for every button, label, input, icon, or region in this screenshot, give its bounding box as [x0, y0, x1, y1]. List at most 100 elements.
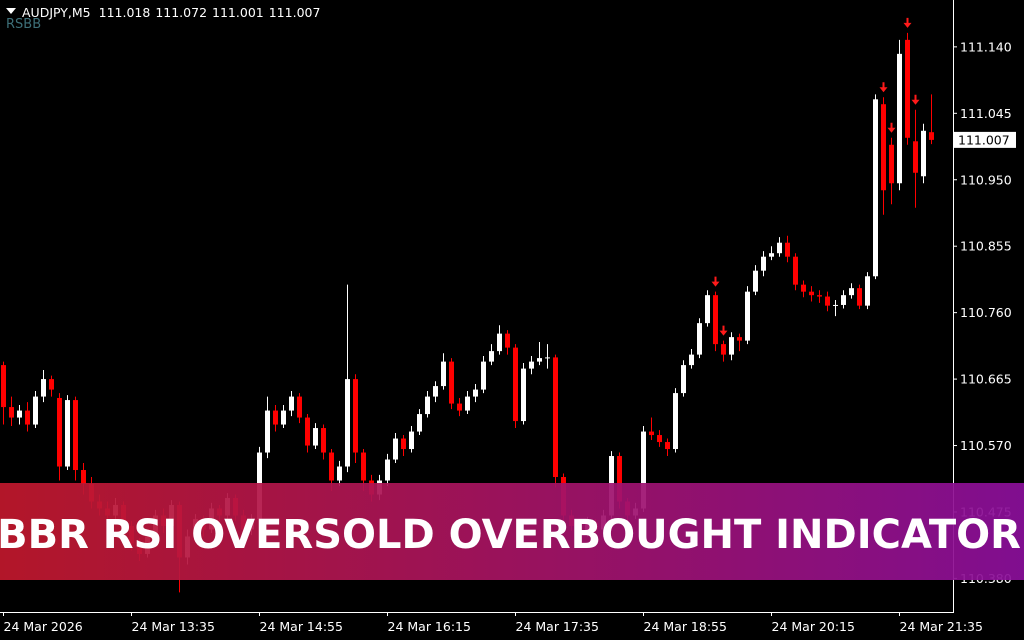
candle-body	[481, 361, 486, 390]
current-price-box	[954, 131, 1016, 148]
sell-arrow	[903, 17, 912, 28]
y-tick-label: 110.950	[960, 172, 1012, 187]
candle-body	[617, 456, 622, 502]
x-tick-label: 24 Mar 20:15	[772, 619, 855, 634]
candle-body	[385, 459, 390, 481]
candle-body	[721, 344, 726, 355]
candle-body	[689, 354, 694, 366]
y-tick-label: 110.760	[960, 305, 1012, 320]
candle-body	[273, 410, 278, 425]
candle-body	[929, 132, 934, 140]
candle-body	[473, 389, 478, 397]
candle-body	[425, 396, 430, 415]
candle-body	[753, 270, 758, 292]
candle-body	[737, 337, 742, 341]
candle-body	[761, 256, 766, 271]
candle-body	[521, 368, 526, 422]
candle-body	[353, 379, 358, 453]
candle-body	[801, 284, 806, 292]
x-tick-label: 24 Mar 18:55	[644, 619, 727, 634]
candle-body	[401, 438, 406, 450]
candle-body	[849, 288, 854, 296]
candle-body	[313, 428, 318, 446]
candle-body	[513, 347, 518, 422]
candle-body	[297, 396, 302, 418]
banner-title: BBR RSI OVERSOLD OVERBOUGHT INDICATOR	[0, 512, 1021, 558]
candle-body	[865, 276, 870, 306]
candle-body	[881, 104, 886, 191]
candle-body	[545, 357, 550, 359]
candle-body	[305, 417, 310, 446]
candle-body	[289, 396, 294, 411]
x-tick-label: 24 Mar 17:35	[516, 619, 599, 634]
candle-body	[913, 141, 918, 173]
y-tick-label: 110.570	[960, 438, 1012, 453]
candle-body	[745, 291, 750, 341]
candle-body	[809, 291, 814, 296]
candle-body	[905, 39, 910, 138]
candle-body	[817, 295, 822, 297]
candle-body	[681, 365, 686, 394]
candle-body	[465, 396, 470, 411]
candle-body	[73, 400, 78, 471]
candle-body	[321, 428, 326, 453]
candle-body	[433, 386, 438, 397]
candle-body	[529, 361, 534, 369]
high-price: 111.072	[155, 5, 207, 20]
candle-body	[657, 435, 662, 443]
candle-body	[705, 295, 710, 324]
candle-body	[65, 400, 70, 467]
candle-body	[49, 379, 54, 390]
candle-body	[713, 295, 718, 345]
candle-body	[329, 452, 334, 481]
candle-body	[25, 410, 30, 425]
candle-body	[841, 295, 846, 305]
candle-body	[897, 53, 902, 184]
low-price: 111.001	[212, 5, 264, 20]
candle-body	[449, 361, 454, 404]
candle-body	[793, 256, 798, 285]
sell-arrow	[911, 94, 920, 105]
candle-body	[857, 288, 862, 306]
y-tick-label: 110.855	[960, 239, 1012, 254]
sell-arrow	[887, 122, 896, 133]
candle-body	[825, 296, 830, 306]
candle-body	[537, 358, 542, 362]
collapse-icon[interactable]	[6, 8, 16, 14]
candle-body	[921, 130, 926, 177]
y-tick-label: 111.140	[960, 39, 1012, 54]
candle-body	[9, 407, 14, 418]
x-tick-label: 24 Mar 13:35	[132, 619, 215, 634]
candle-body	[769, 253, 774, 257]
x-tick-label: 24 Mar 2026	[4, 619, 83, 634]
close-price: 111.007	[269, 5, 321, 20]
sell-arrow	[711, 276, 720, 287]
candle-body	[777, 242, 782, 254]
candle-body	[457, 403, 462, 411]
candle-body	[697, 323, 702, 355]
candle-body	[393, 438, 398, 460]
watermark: RSBB	[6, 17, 41, 32]
candle-body	[889, 144, 894, 184]
candle-body	[553, 357, 558, 478]
banner	[0, 483, 1024, 580]
candle-body	[665, 442, 670, 450]
candle-body	[649, 431, 654, 436]
candle-body	[489, 351, 494, 362]
candle-body	[281, 410, 286, 425]
x-tick-label: 24 Mar 14:55	[260, 619, 343, 634]
symbol: AUDJPY,M5	[22, 5, 91, 20]
x-tick-label: 24 Mar 21:35	[900, 619, 983, 634]
candle-body	[785, 242, 790, 257]
candle-body	[81, 470, 86, 485]
sell-arrow	[719, 325, 728, 336]
candle-body	[873, 99, 878, 277]
candle-body	[265, 410, 270, 453]
candle-body	[1, 365, 6, 408]
candle-body	[345, 379, 350, 467]
candle-body	[673, 393, 678, 450]
candle-body	[409, 431, 414, 450]
candle-body	[441, 361, 446, 387]
candle-body	[497, 333, 502, 352]
